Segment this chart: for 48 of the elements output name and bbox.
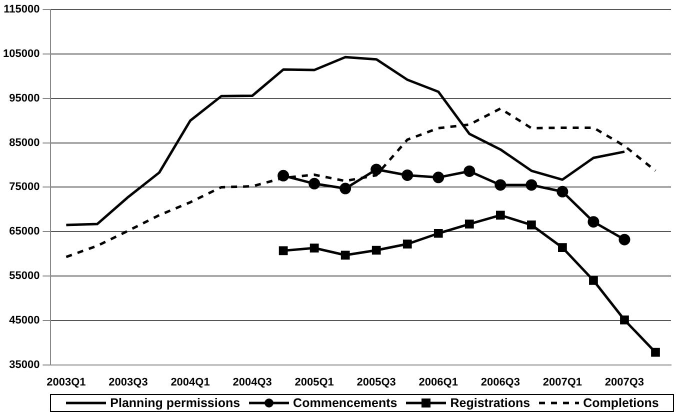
point: [278, 170, 290, 182]
point: [340, 250, 350, 260]
point: [402, 169, 414, 181]
point: [464, 165, 476, 177]
x-tick-label: 2005Q3: [356, 376, 396, 388]
point: [432, 172, 444, 184]
point: [526, 179, 538, 191]
point: [494, 179, 506, 191]
point: [372, 246, 381, 255]
point: [556, 186, 568, 198]
x-tick-label: 2006Q3: [480, 376, 520, 388]
point: [278, 246, 288, 256]
legend-label: Planning permissions: [110, 396, 240, 410]
point: [370, 164, 382, 176]
point: [402, 240, 412, 248]
point: [340, 182, 352, 194]
point: [651, 348, 660, 357]
y-tick-label: 115000: [4, 4, 40, 16]
point: [310, 244, 319, 252]
x-tick-label: 2007Q3: [604, 376, 644, 388]
legend-label: Registrations: [450, 396, 530, 410]
point: [558, 243, 567, 252]
point: [434, 228, 443, 238]
point: [618, 234, 630, 246]
x-tick-label: 2003Q3: [108, 376, 148, 388]
x-tick-label: 2006Q1: [418, 376, 458, 388]
point: [589, 276, 598, 285]
x-tick-label: 2007Q1: [542, 376, 582, 388]
y-tick-label: 35000: [9, 358, 40, 371]
y-tick-label: 105000: [2, 48, 40, 60]
point: [588, 216, 600, 228]
point: [464, 220, 474, 228]
point: [496, 210, 505, 220]
point: [308, 178, 320, 190]
y-tick-label: 85000: [9, 136, 40, 149]
x-tick-label: 2005Q1: [294, 376, 334, 388]
legend-label: Completions: [583, 396, 659, 410]
point: [620, 316, 629, 324]
y-tick-label: 55000: [9, 270, 40, 282]
y-tick-label: 65000: [9, 226, 40, 238]
x-tick-label: 2003Q1: [46, 376, 86, 388]
point: [527, 220, 536, 230]
y-tick-label: 95000: [9, 92, 40, 104]
legend-label: Commencements: [293, 396, 398, 410]
y-tick-label: 75000: [9, 181, 40, 194]
x-tick-label: 2004Q1: [170, 376, 210, 388]
y-tick-label: 45000: [9, 314, 40, 326]
x-tick-label: 2004Q3: [232, 376, 272, 388]
